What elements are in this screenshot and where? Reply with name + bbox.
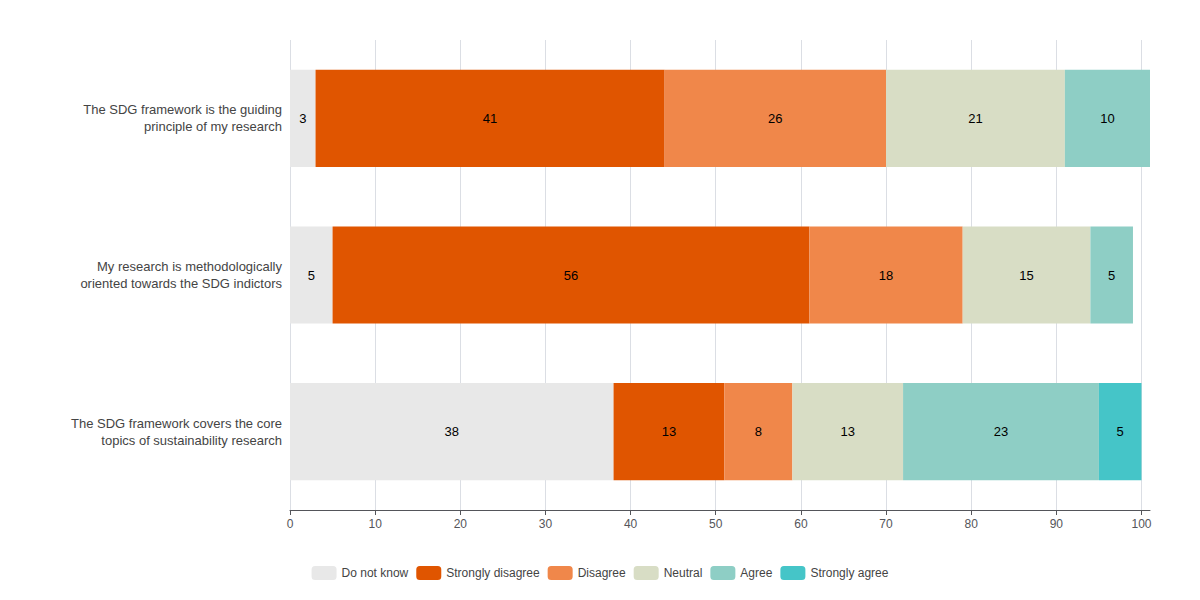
svg-text:oriented towards the SDG indic: oriented towards the SDG indictors <box>80 276 282 291</box>
svg-text:principle of my research: principle of my research <box>144 119 282 134</box>
svg-text:Neutral: Neutral <box>664 566 703 580</box>
svg-text:Strongly disagree: Strongly disagree <box>446 566 540 580</box>
svg-text:26: 26 <box>768 111 782 126</box>
svg-text:38: 38 <box>445 424 459 439</box>
svg-text:18: 18 <box>879 268 893 283</box>
svg-text:23: 23 <box>994 424 1008 439</box>
svg-text:Disagree: Disagree <box>578 566 626 580</box>
svg-text:8: 8 <box>755 424 762 439</box>
svg-text:Agree: Agree <box>740 566 772 580</box>
svg-text:5: 5 <box>308 268 315 283</box>
svg-text:Strongly agree: Strongly agree <box>810 566 888 580</box>
svg-text:The SDG framework covers the c: The SDG framework covers the core <box>71 416 282 431</box>
svg-text:80: 80 <box>965 517 979 531</box>
svg-text:41: 41 <box>483 111 497 126</box>
svg-text:30: 30 <box>539 517 553 531</box>
svg-text:5: 5 <box>1117 424 1124 439</box>
svg-text:0: 0 <box>287 517 294 531</box>
svg-text:13: 13 <box>840 424 854 439</box>
svg-text:50: 50 <box>709 517 723 531</box>
svg-text:70: 70 <box>879 517 893 531</box>
svg-text:10: 10 <box>1100 111 1114 126</box>
svg-text:3: 3 <box>299 111 306 126</box>
svg-text:60: 60 <box>794 517 808 531</box>
svg-text:The SDG framework is the guidi: The SDG framework is the guiding <box>83 102 282 117</box>
svg-text:13: 13 <box>662 424 676 439</box>
svg-text:topics of sustainability resea: topics of sustainability research <box>101 433 282 448</box>
svg-text:100: 100 <box>1131 517 1151 531</box>
svg-text:56: 56 <box>564 268 578 283</box>
svg-text:21: 21 <box>968 111 982 126</box>
svg-text:15: 15 <box>1019 268 1033 283</box>
svg-text:My research is methodologicall: My research is methodologically <box>97 259 282 274</box>
svg-text:5: 5 <box>1108 268 1115 283</box>
svg-text:20: 20 <box>454 517 468 531</box>
svg-text:40: 40 <box>624 517 638 531</box>
svg-text:10: 10 <box>368 517 382 531</box>
svg-text:Do not know: Do not know <box>342 566 409 580</box>
svg-text:90: 90 <box>1050 517 1064 531</box>
